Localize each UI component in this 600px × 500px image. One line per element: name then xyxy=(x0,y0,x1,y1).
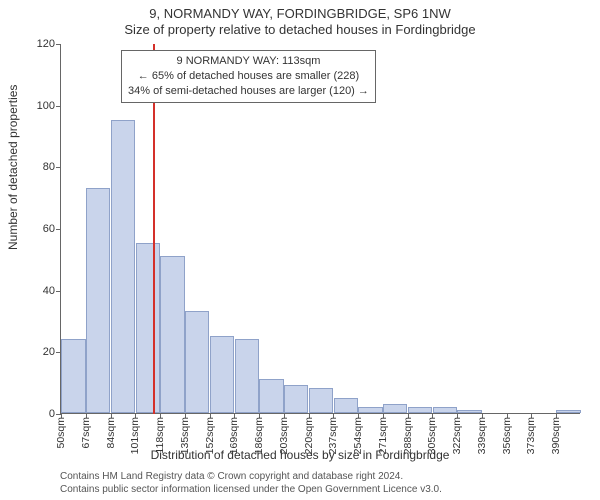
chart-container: 9, NORMANDY WAY, FORDINGBRIDGE, SP6 1NW … xyxy=(0,0,600,500)
histogram-bar xyxy=(111,120,135,413)
y-tick-label: 60 xyxy=(43,223,55,235)
callout-line: 9 NORMANDY WAY: 113sqm xyxy=(128,54,369,69)
credits: Contains HM Land Registry data © Crown c… xyxy=(60,470,442,496)
histogram-bar xyxy=(185,311,209,413)
callout-line: ← 65% of detached houses are smaller (22… xyxy=(128,69,369,84)
histogram-bar xyxy=(136,243,160,413)
histogram-bar xyxy=(556,410,580,413)
x-tick-label: 84sqm xyxy=(105,417,117,449)
y-tick-mark xyxy=(56,352,61,353)
histogram-bar xyxy=(284,385,308,413)
credits-line1: Contains HM Land Registry data © Crown c… xyxy=(60,470,442,483)
histogram-bar xyxy=(408,407,432,413)
histogram-bar xyxy=(433,407,457,413)
histogram-bar xyxy=(210,336,234,413)
y-tick-mark xyxy=(56,106,61,107)
histogram-bar xyxy=(86,188,110,413)
x-axis-label: Distribution of detached houses by size … xyxy=(0,448,600,462)
y-tick-label: 40 xyxy=(43,285,55,297)
plot-area: 02040608010012050sqm67sqm84sqm101sqm118s… xyxy=(60,44,580,414)
histogram-bar xyxy=(259,379,283,413)
x-tick-label: 67sqm xyxy=(80,417,92,449)
y-tick-mark xyxy=(56,229,61,230)
chart-title-line1: 9, NORMANDY WAY, FORDINGBRIDGE, SP6 1NW xyxy=(0,6,600,21)
y-tick-label: 20 xyxy=(43,346,55,358)
histogram-bar xyxy=(235,339,259,413)
y-tick-label: 80 xyxy=(43,161,55,173)
histogram-bar xyxy=(160,256,184,413)
y-tick-mark xyxy=(56,44,61,45)
callout-line: 34% of semi-detached houses are larger (… xyxy=(128,84,369,99)
y-tick-mark xyxy=(56,167,61,168)
histogram-bar xyxy=(61,339,85,413)
histogram-bar xyxy=(334,398,358,413)
histogram-bar xyxy=(457,410,481,413)
y-tick-label: 100 xyxy=(37,100,55,112)
histogram-bar xyxy=(383,404,407,413)
chart-title-line2: Size of property relative to detached ho… xyxy=(0,22,600,37)
x-tick-label: 50sqm xyxy=(55,417,67,449)
credits-line2: Contains public sector information licen… xyxy=(60,483,442,496)
histogram-bar xyxy=(358,407,382,413)
y-tick-label: 120 xyxy=(37,38,55,50)
histogram-bar xyxy=(309,388,333,413)
y-tick-mark xyxy=(56,291,61,292)
y-axis-label: Number of detached properties xyxy=(6,85,20,250)
callout-box: 9 NORMANDY WAY: 113sqm← 65% of detached … xyxy=(121,50,376,103)
